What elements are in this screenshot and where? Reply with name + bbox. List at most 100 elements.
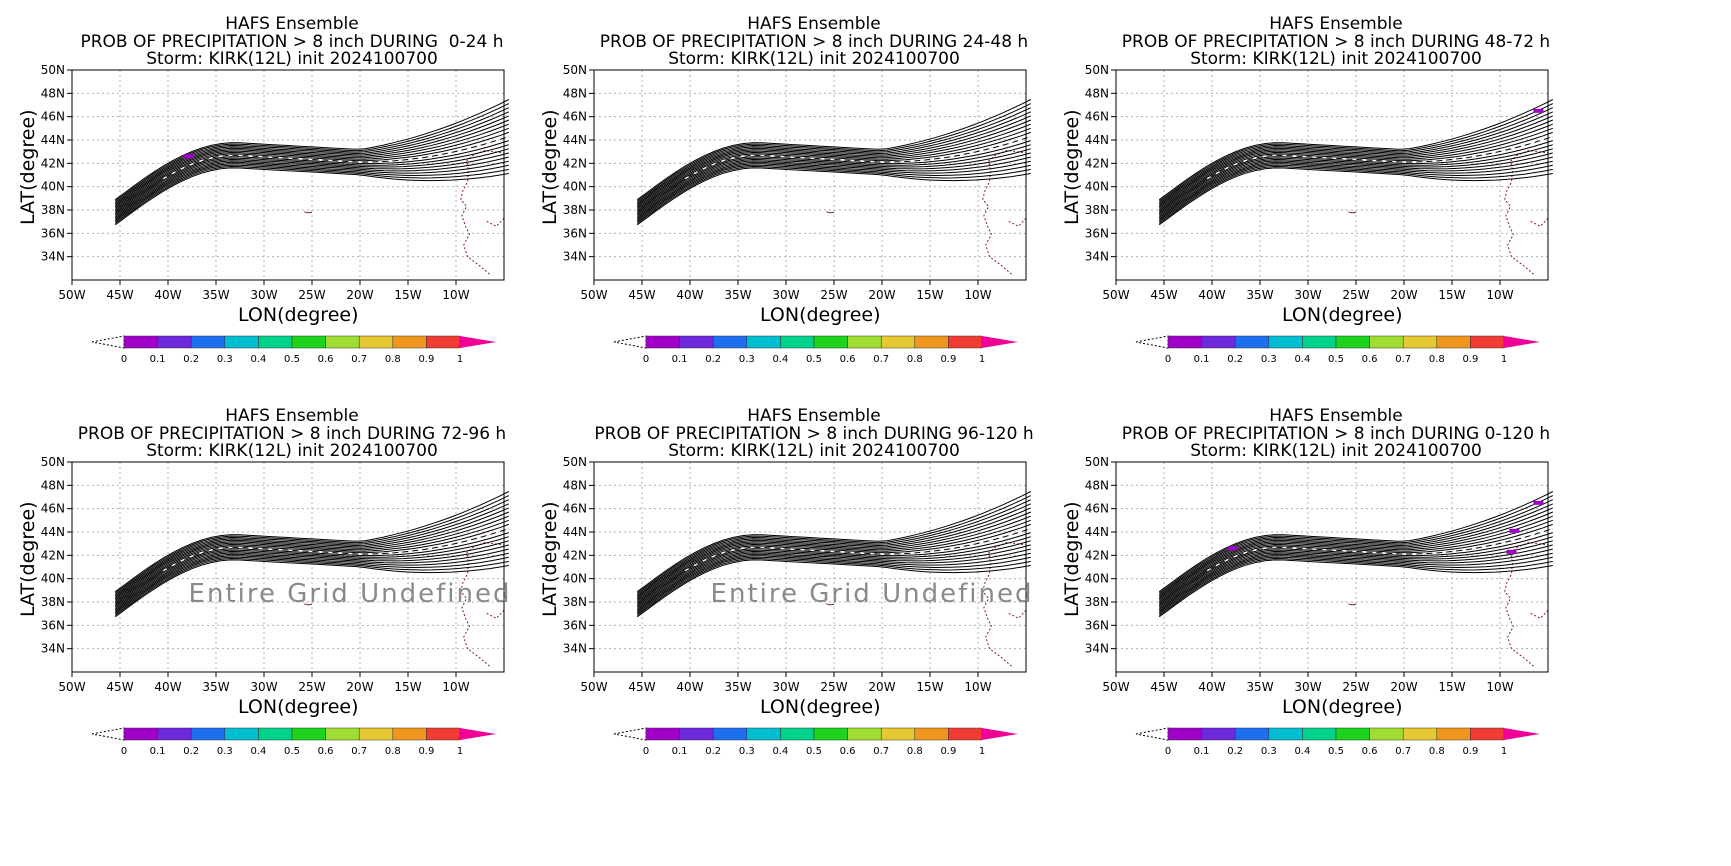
y-tick-label: 50N: [563, 63, 587, 77]
y-tick-label: 42N: [41, 548, 65, 562]
colorbar-label: 0.9: [418, 354, 434, 365]
colorbar-label: 0.4: [772, 354, 788, 365]
y-axis-label: LAT(degree): [17, 501, 39, 617]
colorbar-under-triangle: [613, 727, 647, 741]
ensemble-track: [1158, 152, 1553, 219]
probability-cell: [1506, 549, 1517, 554]
panel-storm: Storm: KIRK(12L) init 2024100700: [668, 49, 960, 69]
ensemble-track: [636, 140, 1031, 215]
ensemble-track: [636, 515, 1031, 601]
colorbar-label: 0.4: [772, 746, 788, 757]
colorbar-label: 0.7: [873, 354, 889, 365]
x-tick-label: 45W: [106, 680, 133, 694]
colorbar-swatch: [813, 727, 848, 741]
coastline: [1528, 609, 1549, 619]
ensemble-track: [114, 556, 509, 615]
y-tick-label: 38N: [1085, 203, 1109, 217]
ensemble-track: [636, 160, 1031, 222]
colorbar-swatch: [746, 727, 781, 741]
colorbar-swatch: [1402, 727, 1438, 741]
colorbar-swatch: [123, 727, 158, 741]
island-outline: [826, 211, 835, 214]
mean-track: [684, 527, 1031, 572]
colorbar-label: 0.3: [739, 354, 755, 365]
colorbar-label: 0.4: [1294, 354, 1310, 365]
x-tick-label: 15W: [1438, 288, 1465, 302]
ensemble-track: [114, 548, 509, 612]
ensemble-track: [1158, 552, 1553, 614]
ensemble-track: [636, 540, 1031, 609]
ensemble-track: [114, 540, 509, 609]
ensemble-track: [636, 499, 1032, 595]
ensemble-track: [1158, 559, 1553, 618]
colorbar: 0 0.1 0.2 0.3 0.4 0.5 0.6 0.7 0.8 0.9 1: [1135, 335, 1540, 365]
panel-title: HAFS Ensemble: [225, 406, 359, 426]
panel-subtitle: PROB OF PRECIPITATION > 8 inch DURING 24…: [599, 32, 1029, 52]
colorbar-label: 0.8: [385, 746, 401, 757]
ensemble-track: [636, 536, 1031, 608]
y-tick-label: 40N: [1085, 180, 1109, 194]
colorbar-label: 0.2: [705, 354, 721, 365]
colorbar-swatch: [880, 335, 916, 349]
undefined-overlay: Entire Grid Undefined: [189, 579, 512, 609]
colorbar-swatch: [258, 727, 293, 741]
ensemble-track: [1158, 111, 1554, 205]
ensemble-track: [1158, 144, 1553, 216]
y-tick-label: 48N: [563, 86, 587, 100]
ensemble-track: [114, 152, 509, 219]
ensemble-track: [636, 123, 1031, 209]
colorbar-under-triangle: [1135, 335, 1169, 349]
ensemble-track: [1158, 548, 1553, 612]
ensemble-track: [636, 532, 1031, 607]
colorbar-over-triangle: [982, 336, 1018, 348]
ensemble-track: [114, 99, 510, 201]
island-outline: [304, 603, 313, 606]
y-tick-label: 36N: [1085, 618, 1109, 632]
colorbar-label: 0.6: [1362, 354, 1378, 365]
y-tick-label: 46N: [41, 502, 65, 516]
colorbar-label: 0.9: [940, 354, 956, 365]
colorbar-swatch: [948, 727, 983, 741]
y-tick-label: 36N: [563, 618, 587, 632]
y-tick-label: 42N: [563, 548, 587, 562]
ensemble-track: [1158, 160, 1553, 222]
colorbar-over-triangle: [1504, 728, 1540, 740]
colorbar-swatch: [157, 727, 192, 741]
x-tick-label: 30W: [250, 288, 277, 302]
ensemble-track: [1158, 99, 1554, 201]
colorbar-swatch: [1201, 335, 1236, 349]
ensemble-track: [636, 115, 1031, 206]
x-tick-label: 15W: [1438, 680, 1465, 694]
ensemble-track: [636, 148, 1031, 217]
ensemble-track: [636, 107, 1032, 203]
colorbar-swatch: [224, 335, 259, 349]
y-tick-label: 46N: [41, 110, 65, 124]
y-tick-label: 42N: [1085, 156, 1109, 170]
colorbar-swatch: [780, 727, 815, 741]
ensemble-track: [636, 523, 1031, 604]
colorbar-swatch: [679, 335, 714, 349]
panel-subtitle: PROB OF PRECIPITATION > 8 inch DURING 48…: [1121, 32, 1551, 52]
colorbar-label: 0.7: [1395, 746, 1411, 757]
x-tick-label: 25W: [820, 288, 847, 302]
x-tick-label: 15W: [394, 680, 421, 694]
map-plot: 50W 45W 40W 35W 30W 25W 20W 15W 10W 34N 36N 38N 40N 4…: [41, 63, 510, 302]
x-tick-label: 25W: [1342, 288, 1369, 302]
plot-frame: [1115, 69, 1549, 281]
map-panel: HAFS Ensemble PROB OF PRECIPITATION > 8 i…: [0, 0, 520, 390]
y-tick-label: 40N: [563, 572, 587, 586]
y-tick-label: 42N: [1085, 548, 1109, 562]
ensemble-track: [1158, 515, 1553, 601]
x-tick-label: 40W: [676, 288, 703, 302]
x-tick-label: 35W: [1246, 288, 1273, 302]
colorbar-label: 1: [457, 746, 463, 757]
ensemble-track: [1158, 523, 1553, 604]
x-tick-label: 30W: [250, 680, 277, 694]
ensemble-track: [114, 103, 510, 202]
ensemble-track: [1158, 123, 1553, 209]
ensemble-track: [636, 119, 1031, 208]
y-tick-label: 36N: [1085, 226, 1109, 240]
colorbar-swatch: [291, 727, 326, 741]
colorbar-swatch: [157, 335, 192, 349]
colorbar-label: 0.9: [418, 746, 434, 757]
